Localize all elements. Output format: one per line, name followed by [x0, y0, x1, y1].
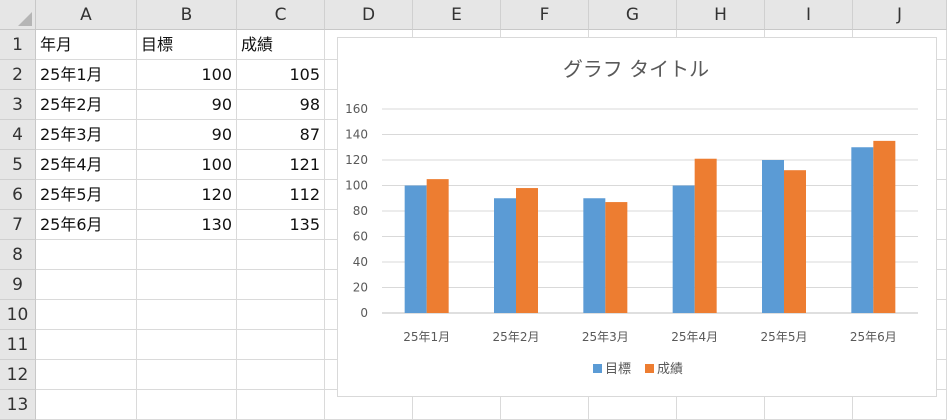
cell-c3[interactable]: 98: [237, 90, 325, 120]
row-header-13[interactable]: 13: [0, 390, 36, 420]
cell-b8[interactable]: [137, 240, 237, 270]
y-tick-label: 20: [353, 281, 368, 295]
y-tick-label: 100: [345, 179, 368, 193]
bar-target-2[interactable]: [494, 198, 516, 313]
column-header-i[interactable]: I: [765, 0, 853, 30]
row-header-4[interactable]: 4: [0, 120, 36, 150]
row-header-6[interactable]: 6: [0, 180, 36, 210]
cell-c2[interactable]: 105: [237, 60, 325, 90]
row-header-8[interactable]: 8: [0, 240, 36, 270]
column-header-j[interactable]: J: [853, 0, 947, 30]
bar-target-5[interactable]: [762, 160, 784, 313]
cell-b5[interactable]: 100: [137, 150, 237, 180]
chart-title[interactable]: グラフ タイトル: [563, 57, 709, 81]
cell-b1[interactable]: 目標: [137, 30, 237, 60]
row-header-9[interactable]: 9: [0, 270, 36, 300]
row-header-3[interactable]: 3: [0, 90, 36, 120]
x-tick-label: 25年4月: [671, 330, 718, 344]
cell-c9[interactable]: [237, 270, 325, 300]
y-tick-label: 40: [353, 255, 368, 269]
column-header-c[interactable]: C: [237, 0, 325, 30]
cell-b9[interactable]: [137, 270, 237, 300]
x-tick-label: 25年6月: [850, 330, 897, 344]
cell-c1[interactable]: 成績: [237, 30, 325, 60]
cell-a11[interactable]: [36, 330, 137, 360]
cell-c13[interactable]: [237, 390, 325, 420]
bar-result-2[interactable]: [516, 188, 538, 313]
cell-c8[interactable]: [237, 240, 325, 270]
cell-a9[interactable]: [36, 270, 137, 300]
cell-a12[interactable]: [36, 360, 137, 390]
cell-b4[interactable]: 90: [137, 120, 237, 150]
row-header-12[interactable]: 12: [0, 360, 36, 390]
cell-a8[interactable]: [36, 240, 137, 270]
cell-c6[interactable]: 112: [237, 180, 325, 210]
bar-result-4[interactable]: [694, 158, 717, 313]
x-tick-label: 25年2月: [493, 330, 540, 344]
row-header-10[interactable]: 10: [0, 300, 36, 330]
cell-a4[interactable]: 25年3月: [36, 120, 137, 150]
bar-target-6[interactable]: [851, 147, 874, 313]
cell-a3[interactable]: 25年2月: [36, 90, 137, 120]
select-all-corner[interactable]: [0, 0, 36, 30]
cell-c5[interactable]: 121: [237, 150, 325, 180]
column-header-h[interactable]: H: [677, 0, 765, 30]
legend-swatch-1: [593, 364, 602, 373]
y-tick-label: 60: [353, 230, 368, 244]
cell-b11[interactable]: [137, 330, 237, 360]
column-header-b[interactable]: B: [137, 0, 237, 30]
column-header-d[interactable]: D: [325, 0, 413, 30]
cell-c10[interactable]: [237, 300, 325, 330]
row-header-11[interactable]: 11: [0, 330, 36, 360]
bar-target-3[interactable]: [583, 198, 606, 313]
bar-result-3[interactable]: [605, 202, 628, 313]
bar-chart[interactable]: グラフ タイトル 0 20 40 60 80 100 120 140 160 25年1月 25年2月…: [337, 37, 937, 397]
row-header-5[interactable]: 5: [0, 150, 36, 180]
bar-target-1[interactable]: [404, 185, 427, 314]
cell-b3[interactable]: 90: [137, 90, 237, 120]
row-header-7[interactable]: 7: [0, 210, 36, 240]
x-tick-label: 25年3月: [582, 330, 629, 344]
cell-b6[interactable]: 120: [137, 180, 237, 210]
bar-target-4[interactable]: [672, 185, 695, 314]
cell-b10[interactable]: [137, 300, 237, 330]
cell-c11[interactable]: [237, 330, 325, 360]
cell-c7[interactable]: 135: [237, 210, 325, 240]
y-tick-label: 0: [360, 306, 368, 320]
cell-a7[interactable]: 25年6月: [36, 210, 137, 240]
cell-a6[interactable]: 25年5月: [36, 180, 137, 210]
cell-a1[interactable]: 年月: [36, 30, 137, 60]
x-tick-label: 25年5月: [761, 330, 808, 344]
cell-a13[interactable]: [36, 390, 137, 420]
column-header-f[interactable]: F: [501, 0, 589, 30]
y-tick-label: 80: [353, 204, 368, 218]
cell-b7[interactable]: 130: [137, 210, 237, 240]
column-header-e[interactable]: E: [413, 0, 501, 30]
cell-a2[interactable]: 25年1月: [36, 60, 137, 90]
cell-a5[interactable]: 25年4月: [36, 150, 137, 180]
row-header-1[interactable]: 1: [0, 30, 36, 60]
cell-c4[interactable]: 87: [237, 120, 325, 150]
y-tick-label: 160: [345, 102, 368, 116]
column-header-a[interactable]: A: [36, 0, 137, 30]
cell-b2[interactable]: 100: [137, 60, 237, 90]
legend-label-2[interactable]: 成績: [657, 362, 683, 377]
bar-result-6[interactable]: [873, 140, 896, 313]
legend-swatch-2: [645, 364, 654, 373]
y-tick-label: 140: [345, 128, 368, 142]
y-tick-label: 120: [345, 153, 368, 167]
cell-a10[interactable]: [36, 300, 137, 330]
bar-result-5[interactable]: [784, 170, 806, 313]
cell-c12[interactable]: [237, 360, 325, 390]
bar-result-1[interactable]: [426, 179, 449, 313]
cell-b13[interactable]: [137, 390, 237, 420]
x-tick-label: 25年1月: [403, 330, 450, 344]
column-header-g[interactable]: G: [589, 0, 677, 30]
row-header-2[interactable]: 2: [0, 60, 36, 90]
legend-label-1[interactable]: 目標: [605, 362, 631, 377]
chart-canvas: グラフ タイトル 0 20 40 60 80 100 120 140 160 25年1月 25年2月…: [345, 57, 918, 377]
cell-b12[interactable]: [137, 360, 237, 390]
